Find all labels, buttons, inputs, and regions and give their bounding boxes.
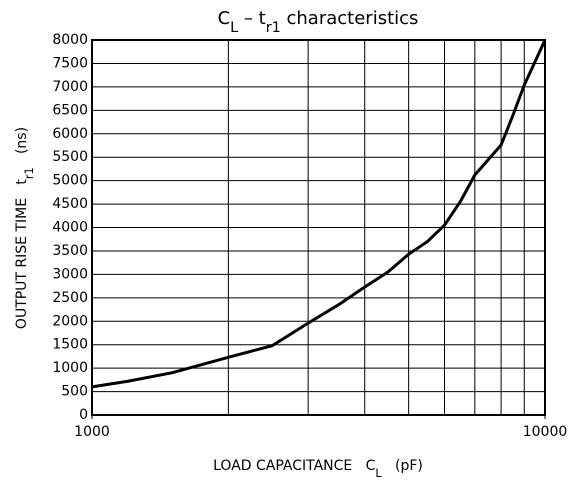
text-part: (pF)	[382, 458, 423, 474]
x-tick-label: 10000	[523, 424, 568, 440]
text-part: – t	[238, 8, 266, 29]
y-tick-label: 3000	[52, 266, 88, 282]
text-part: OUTPUT RISE TIME t	[14, 179, 30, 330]
y-tick-label: 4500	[52, 196, 88, 212]
y-axis-label: OUTPUT RISE TIME tr1 (ns)	[14, 127, 36, 329]
y-tick-label: 2000	[52, 313, 88, 329]
data-line	[91, 39, 547, 389]
y-tick-label: 6500	[52, 102, 88, 118]
y-tick-label: 4000	[52, 220, 88, 236]
plot-frame	[91, 39, 546, 416]
y-tick-label: 5000	[52, 173, 88, 189]
text-part: (ns)	[14, 127, 30, 167]
y-tick-label: 1500	[52, 337, 88, 353]
y-tick-label: 7500	[52, 55, 88, 71]
text-part: r1	[266, 20, 281, 36]
x-tick-label: 1000	[74, 424, 110, 440]
chart-title: CL – tr1 characteristics	[218, 8, 419, 36]
y-tick-label: 5500	[52, 149, 88, 165]
text-part: LOAD CAPACITANCE C	[213, 458, 376, 474]
y-tick-label: 500	[61, 384, 88, 400]
y-tick-label: 8000	[52, 32, 88, 48]
text-part: L	[375, 467, 382, 480]
y-tick-label: 7000	[52, 79, 88, 95]
y-tick-label: 1000	[52, 360, 88, 376]
text-part: r1	[23, 167, 36, 179]
x-axis-label: LOAD CAPACITANCE CL (pF)	[213, 458, 423, 480]
y-tick-label: 6000	[52, 126, 88, 142]
text-part: characteristics	[281, 8, 419, 29]
text-part: L	[230, 20, 238, 36]
y-tick-label: 3500	[52, 243, 88, 259]
text-part: C	[218, 8, 231, 29]
y-tick-label: 0	[79, 407, 88, 423]
y-tick-label: 2500	[52, 290, 88, 306]
